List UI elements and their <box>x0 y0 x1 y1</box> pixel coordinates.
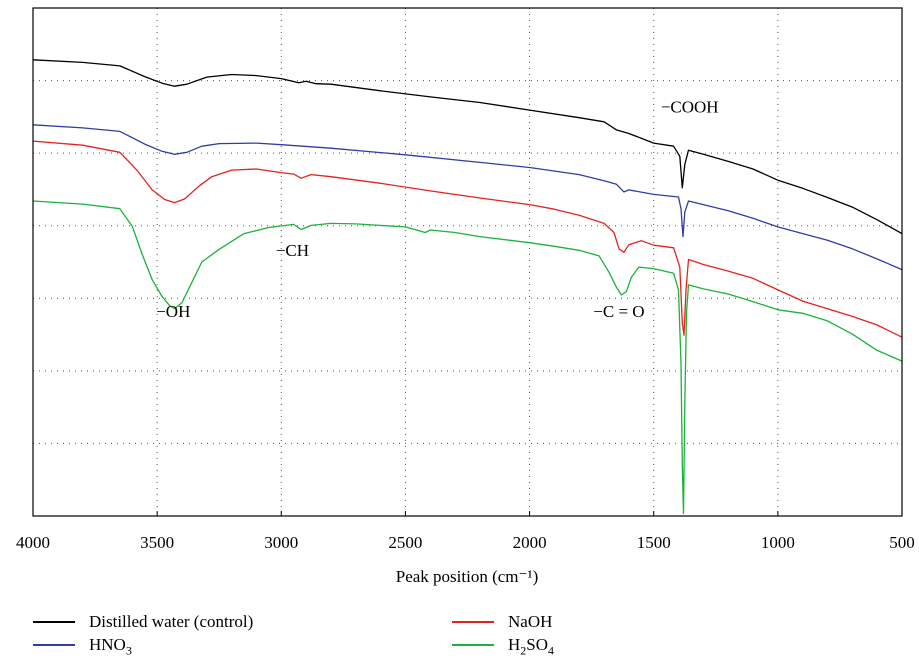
legend-label: HNO3 <box>89 635 132 658</box>
peak-annotation: −OH <box>156 302 190 321</box>
legend-item-hno3: HNO3 <box>33 635 132 658</box>
legend-swatch-black <box>33 621 75 623</box>
legend-label: NaOH <box>508 612 553 631</box>
legend-swatch-green <box>452 644 494 646</box>
series-layer <box>32 59 903 515</box>
series-line-distilled-water-control <box>32 59 903 235</box>
grid-lines <box>33 8 902 516</box>
x-tick-label: 3000 <box>264 533 298 552</box>
legend-label: H2SO4 <box>508 635 555 658</box>
legend-swatch-blue <box>33 644 75 646</box>
x-tick-label: 4000 <box>16 533 50 552</box>
ftir-chart: 4000 3500 3000 2500 2000 1500 1000 500 −COOH −CH… <box>16 7 915 586</box>
x-tick-label: 1000 <box>761 533 795 552</box>
legend-label: Distilled water (control) <box>89 612 254 631</box>
legend-item-naoh: NaOH <box>452 612 552 632</box>
x-tick-label: 1500 <box>637 533 671 552</box>
legend-label-base: HNO <box>89 635 126 654</box>
series-line-hno3 <box>32 124 903 271</box>
x-tick-label: 3500 <box>140 533 174 552</box>
x-tick-label: 2500 <box>388 533 422 552</box>
legend-label-subscript: 2 <box>520 643 527 658</box>
plot-frame <box>32 7 903 517</box>
series-line-h2so4 <box>32 200 903 515</box>
x-axis-label: Peak position (cm⁻¹) <box>396 567 539 586</box>
peak-annotation: −COOH <box>661 98 719 117</box>
legend-item-h2so4: H2SO4 <box>452 635 555 658</box>
legend-label-subscript: 3 <box>125 643 132 658</box>
x-tick-label: 2000 <box>513 533 547 552</box>
peak-annotation: −C = O <box>593 302 644 321</box>
legend-swatch-red <box>452 621 494 623</box>
peak-annotations: −COOH −CH −OH −C = O <box>156 98 718 321</box>
peak-annotation: −CH <box>276 241 309 260</box>
x-tick-label: 500 <box>889 533 915 552</box>
x-tick-labels: 4000 3500 3000 2500 2000 1500 1000 500 <box>16 511 915 552</box>
legend: Distilled water (control) NaOH HNO3 H2SO… <box>0 600 919 658</box>
legend-label-subscript: 4 <box>548 643 555 658</box>
legend-item-distilled-water: Distilled water (control) <box>33 612 253 632</box>
series-line-naoh <box>32 140 903 338</box>
legend-label-mid: SO <box>526 635 549 654</box>
legend-label-base: H <box>508 635 521 654</box>
